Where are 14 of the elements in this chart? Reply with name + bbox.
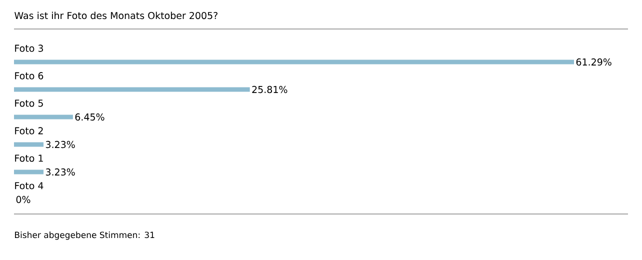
data-label: 3.23%	[46, 140, 75, 148]
data-label: 0%	[16, 196, 30, 204]
y-tick-label: Foto 1	[15, 154, 43, 162]
y-tick-label: Foto 2	[15, 127, 43, 134]
y-tick-label: Foto 5	[15, 100, 43, 107]
y-tick-label: Foto 3	[15, 44, 43, 52]
data-label: 3.23%	[46, 168, 75, 176]
y-tick-label: Foto 4	[15, 182, 44, 190]
data-label: 61.29%	[576, 58, 612, 66]
chart-title: Was ist ihr Foto des Monats Oktober 2005?	[14, 12, 218, 20]
y-tick-label: Foto 6	[15, 72, 44, 80]
text: Bisher abgegebene Stimmen: 31	[15, 232, 154, 240]
data-label: 25.81%	[252, 86, 288, 94]
data-label: 6.45%	[75, 113, 104, 121]
